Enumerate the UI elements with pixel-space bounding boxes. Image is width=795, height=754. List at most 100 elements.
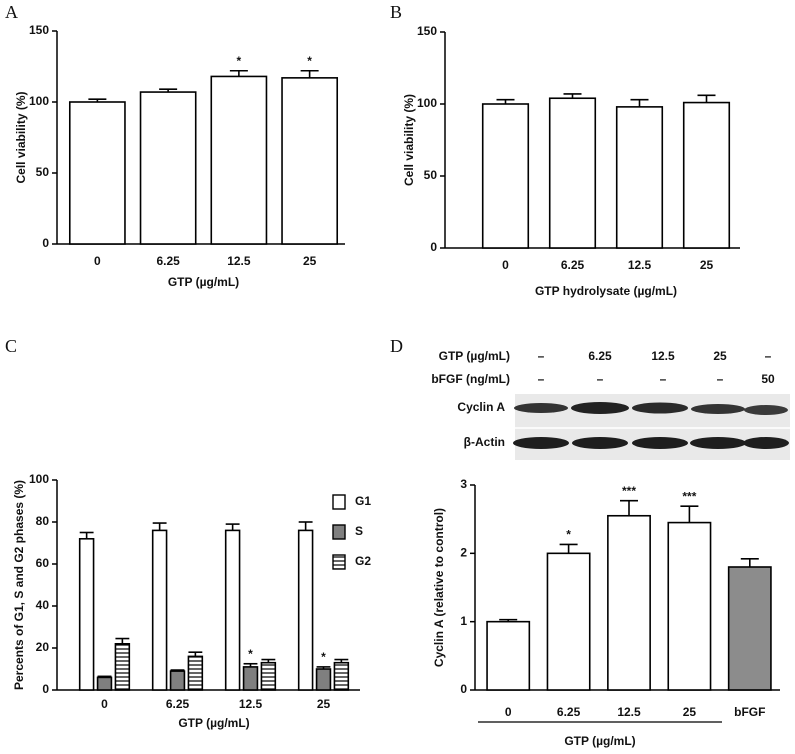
y-tick-label: 150 xyxy=(417,24,437,38)
blot-condition: 25 xyxy=(713,349,727,363)
y-axis-label: Cell viability (%) xyxy=(14,91,28,183)
y-tick-label: 0 xyxy=(460,682,467,696)
x-tick-label: 12.5 xyxy=(617,705,641,719)
y-tick-label: 150 xyxy=(29,23,49,37)
panel-label: A xyxy=(5,2,18,22)
blot-band-label: β-Actin xyxy=(464,435,505,449)
bar xyxy=(114,642,131,691)
y-tick-label: 100 xyxy=(29,94,49,108)
significance-mark: *** xyxy=(682,489,696,503)
panel-label: D xyxy=(390,336,403,356)
significance-mark: * xyxy=(307,54,312,68)
bar xyxy=(546,552,591,691)
blot-condition: 12.5 xyxy=(651,349,675,363)
bar xyxy=(667,521,712,691)
x-tick-label: 0 xyxy=(505,705,512,719)
significance-mark: *** xyxy=(622,484,636,498)
bar xyxy=(96,676,113,691)
x-axis-label: GTP (µg/mL) xyxy=(564,734,635,748)
bar xyxy=(169,670,186,691)
significance-mark: * xyxy=(248,647,253,661)
bar xyxy=(297,529,314,691)
x-tick-label: 25 xyxy=(317,697,331,711)
x-tick-label: bFGF xyxy=(734,705,765,719)
y-tick-label: 20 xyxy=(36,640,50,654)
bar xyxy=(727,566,772,691)
bar xyxy=(281,77,339,245)
panel-label: C xyxy=(5,336,17,356)
x-tick-label: 12.5 xyxy=(628,258,652,272)
y-tick-label: 80 xyxy=(36,514,50,528)
blot-condition: – xyxy=(597,372,604,386)
blot-condition: – xyxy=(538,372,545,386)
legend-label: G1 xyxy=(355,494,371,508)
y-axis-label: Percents of G1, S and G2 phases (%) xyxy=(12,480,26,690)
x-axis-label: GTP (µg/mL) xyxy=(178,716,249,730)
y-tick-label: 40 xyxy=(36,598,50,612)
bar xyxy=(242,666,259,691)
bar xyxy=(315,668,332,691)
y-tick-label: 3 xyxy=(460,477,467,491)
legend-swatch xyxy=(332,494,346,510)
bar xyxy=(615,106,664,249)
y-tick-label: 50 xyxy=(36,165,50,179)
y-tick-label: 0 xyxy=(42,236,49,250)
blot-condition: 50 xyxy=(761,372,775,386)
x-tick-label: 6.25 xyxy=(156,254,180,268)
legend-label: S xyxy=(355,524,363,538)
y-tick-label: 50 xyxy=(424,168,438,182)
y-tick-label: 60 xyxy=(36,556,50,570)
bar xyxy=(151,529,168,691)
bar xyxy=(187,655,204,691)
legend-swatch xyxy=(332,524,346,540)
blot-image xyxy=(513,394,790,460)
bar xyxy=(481,103,530,249)
significance-mark: * xyxy=(566,528,571,542)
y-tick-label: 0 xyxy=(430,240,437,254)
bar xyxy=(607,514,651,691)
blot-condition: – xyxy=(660,372,667,386)
y-tick-label: 100 xyxy=(29,472,49,486)
bar xyxy=(210,75,268,245)
blot-condition: 6.25 xyxy=(588,349,612,363)
legend-swatch xyxy=(332,554,346,570)
x-tick-label: 25 xyxy=(700,258,714,272)
blot-condition: – xyxy=(717,372,724,386)
y-tick-label: 1 xyxy=(460,614,467,628)
x-tick-label: 0 xyxy=(94,254,101,268)
significance-mark: * xyxy=(321,650,326,664)
blot-row-label: GTP (µg/mL) xyxy=(439,349,510,363)
y-axis-label: Cell viability (%) xyxy=(402,94,416,186)
bar xyxy=(682,101,731,249)
x-axis-label: GTP hydrolysate (µg/mL) xyxy=(535,284,677,298)
blot-condition: – xyxy=(538,349,545,363)
blot-row-label: bFGF (ng/mL) xyxy=(431,372,510,386)
x-tick-label: 25 xyxy=(683,705,697,719)
bar xyxy=(224,529,241,691)
legend-label: G2 xyxy=(355,554,371,568)
bar xyxy=(548,97,597,249)
bar xyxy=(78,537,95,691)
x-tick-label: 12.5 xyxy=(239,697,263,711)
blot-band-label: Cyclin A xyxy=(457,400,505,414)
y-tick-label: 2 xyxy=(460,546,467,560)
blot-condition: – xyxy=(765,349,772,363)
x-tick-label: 0 xyxy=(101,697,108,711)
y-axis-label: Cyclin A (relative to control) xyxy=(432,508,446,667)
bar xyxy=(68,101,126,245)
x-tick-label: 6.25 xyxy=(561,258,585,272)
bar xyxy=(260,661,277,691)
x-tick-label: 12.5 xyxy=(227,254,251,268)
x-tick-label: 25 xyxy=(303,254,317,268)
bar xyxy=(486,620,531,691)
x-tick-label: 6.25 xyxy=(557,705,581,719)
x-axis-label: GTP (µg/mL) xyxy=(168,275,239,289)
panel-label: B xyxy=(390,2,402,22)
y-tick-label: 100 xyxy=(417,96,437,110)
bar xyxy=(333,661,350,691)
x-tick-label: 6.25 xyxy=(166,697,190,711)
y-tick-label: 0 xyxy=(42,682,49,696)
significance-mark: * xyxy=(237,54,242,68)
bar xyxy=(139,91,197,245)
